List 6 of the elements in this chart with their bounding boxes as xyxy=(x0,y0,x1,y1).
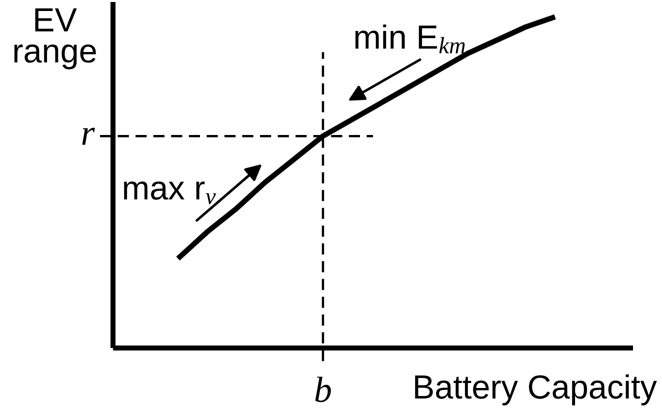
text: b xyxy=(315,376,331,402)
y-axis-title: EV range xyxy=(14,8,96,70)
annotation: max r$_{v}$ xyxy=(124,181,216,204)
ref-line-label: r xyxy=(82,128,95,145)
annotation: min E$_{km}$ xyxy=(355,24,465,54)
x-axis-title: Battery Capacity xyxy=(415,374,657,406)
